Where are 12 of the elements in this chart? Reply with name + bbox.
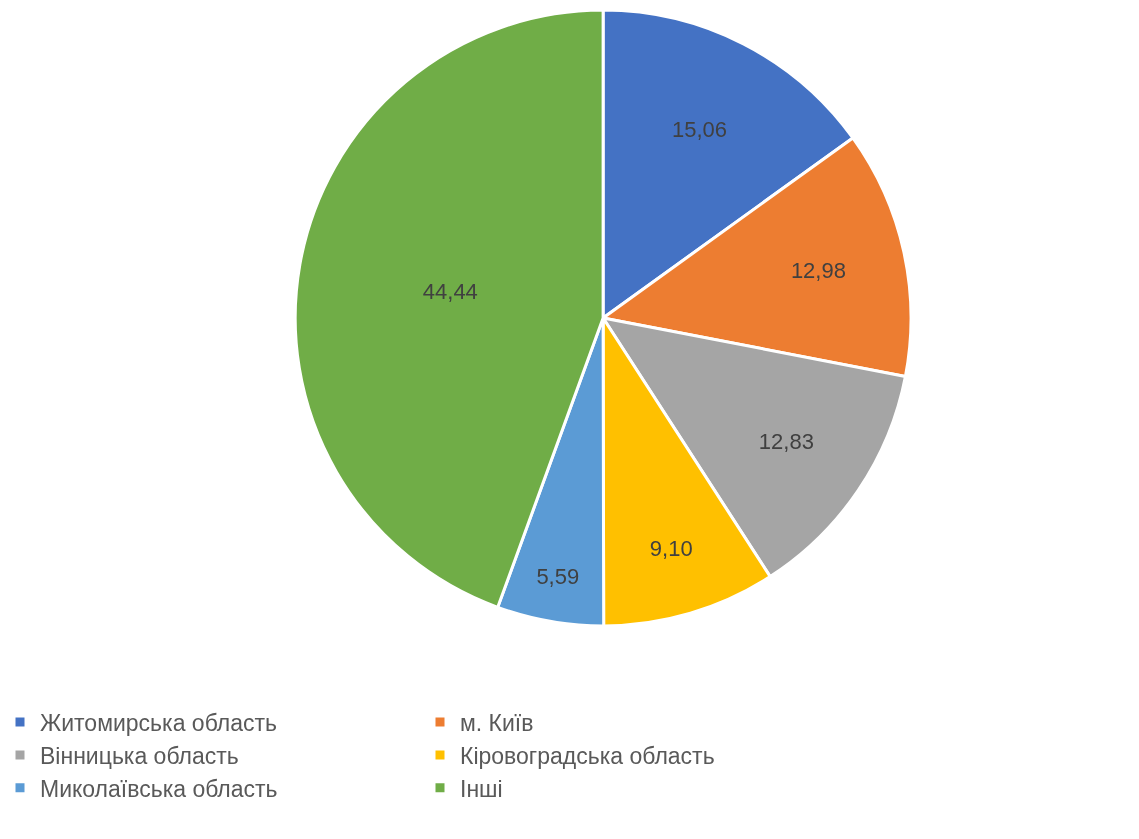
data-label: 9,10 [649,535,693,561]
data-label: 12,83 [758,429,814,455]
legend-label: Житомирська область [40,709,278,736]
data-label: 44,44 [422,278,478,304]
legend-label: м. Київ [460,709,534,736]
data-label: 5,59 [536,563,580,589]
legend-label: Вінницька область [40,742,239,769]
legend-label: Миколаївська область [40,775,278,802]
data-label: 12,98 [790,258,846,284]
legend-label: Кіровоградська область [460,742,715,769]
data-label: 15,06 [671,117,728,143]
legend-label: Інші [460,775,503,802]
